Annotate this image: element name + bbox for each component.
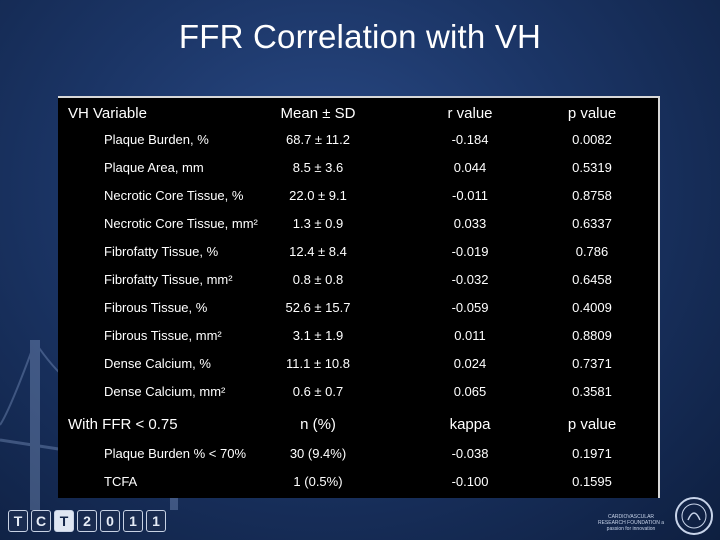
row-label: Plaque Burden, % — [104, 132, 209, 147]
row-p: 0.0082 — [572, 132, 612, 147]
table-row: Fibrous Tissue, % 52.6 ± 15.7 -0.059 0.4… — [58, 296, 658, 320]
row-label: TCFA — [104, 474, 138, 489]
row-p: 0.8758 — [572, 188, 612, 203]
row-p: 0.7371 — [572, 356, 612, 371]
header-with-ffr: With FFR < 0.75 — [68, 416, 178, 433]
table-row: Fibrous Tissue, mm² 3.1 ± 1.9 0.011 0.88… — [58, 324, 658, 348]
logo-letter: T — [54, 510, 74, 532]
row-mean: 1.3 ± 0.9 — [292, 216, 344, 231]
header-mean-sd: Mean ± SD — [280, 105, 356, 122]
row-label: Fibrous Tissue, % — [104, 300, 208, 315]
slide-title: FFR Correlation with VH — [178, 18, 542, 55]
row-mean: 3.1 ± 1.9 — [292, 328, 344, 343]
table-row: Plaque Area, mm 8.5 ± 3.6 0.044 0.5319 — [58, 156, 658, 180]
row-label: Fibrofatty Tissue, mm² — [104, 272, 233, 287]
tct-2011-logo: T C T 2 0 1 1 — [8, 510, 166, 532]
crf-logo-text: CARDIOVASCULAR RESEARCH FOUNDATION a pas… — [597, 514, 665, 532]
row-p: 0.1595 — [572, 474, 612, 489]
logo-letter: T — [8, 510, 28, 532]
row-label: Fibrofatty Tissue, % — [104, 244, 219, 259]
row-p: 0.5319 — [572, 160, 612, 175]
row-n: 30 (9.4%) — [289, 446, 347, 461]
logo-letter: 1 — [146, 510, 166, 532]
crf-logo: CARDIOVASCULAR RESEARCH FOUNDATION a pas… — [595, 496, 720, 540]
row-mean: 68.7 ± 11.2 — [286, 132, 350, 147]
table-row: Fibrofatty Tissue, % 12.4 ± 8.4 -0.019 0… — [58, 240, 658, 264]
crf-seal-icon — [675, 497, 713, 535]
row-kappa: -0.038 — [451, 446, 489, 461]
row-label: Plaque Area, mm — [104, 160, 204, 175]
table-row: Necrotic Core Tissue, % 22.0 ± 9.1 -0.01… — [58, 184, 658, 208]
row-label: Plaque Burden % < 70% — [104, 446, 247, 461]
row-r: -0.059 — [451, 300, 489, 315]
header-kappa: kappa — [449, 416, 491, 433]
vh-header-row: VH Variable Mean ± SD r value p value — [58, 102, 658, 126]
row-label: Necrotic Core Tissue, mm² — [104, 216, 258, 231]
row-r: -0.011 — [452, 188, 488, 203]
row-mean: 12.4 ± 8.4 — [289, 244, 347, 259]
row-r: -0.184 — [451, 132, 489, 147]
row-r: 0.044 — [453, 160, 487, 175]
row-mean: 11.1 ± 10.8 — [286, 356, 350, 371]
logo-letter: 2 — [77, 510, 97, 532]
row-r: 0.024 — [453, 356, 487, 371]
row-p: 0.3581 — [572, 384, 612, 399]
logo-letter: 0 — [100, 510, 120, 532]
header-vh-variable: VH Variable — [68, 105, 147, 122]
row-label: Necrotic Core Tissue, % — [104, 188, 244, 203]
table-row: Necrotic Core Tissue, mm² 1.3 ± 0.9 0.03… — [58, 212, 658, 236]
results-table: VH Variable Mean ± SD r value p value Pl… — [58, 96, 660, 498]
row-n: 1 (0.5%) — [293, 474, 343, 489]
table-row: Dense Calcium, % 11.1 ± 10.8 0.024 0.737… — [58, 352, 658, 376]
row-label: Dense Calcium, mm² — [104, 384, 226, 399]
table-row: Plaque Burden % < 70% 30 (9.4%) -0.038 0… — [58, 442, 658, 466]
row-p: 0.4009 — [572, 300, 612, 315]
row-mean: 52.6 ± 15.7 — [285, 300, 351, 315]
row-r: 0.065 — [453, 384, 487, 399]
row-mean: 8.5 ± 3.6 — [292, 160, 344, 175]
row-label: Dense Calcium, % — [104, 356, 211, 371]
row-r: 0.011 — [454, 328, 486, 343]
table-row: TCFA 1 (0.5%) -0.100 0.1595 — [58, 470, 658, 494]
row-mean: 22.0 ± 9.1 — [289, 188, 347, 203]
header-p-value-2: p value — [567, 416, 617, 433]
header-n-percent: n (%) — [300, 416, 336, 433]
row-r: 0.033 — [453, 216, 487, 231]
table-row: Fibrofatty Tissue, mm² 0.8 ± 0.8 -0.032 … — [58, 268, 658, 292]
row-p: 0.1971 — [572, 446, 612, 461]
table-row: Plaque Burden, % 68.7 ± 11.2 -0.184 0.00… — [58, 128, 658, 152]
row-p: 0.786 — [575, 244, 609, 259]
logo-letter: 1 — [123, 510, 143, 532]
row-r: -0.019 — [451, 244, 489, 259]
ffr-header-row: With FFR < 0.75 n (%) kappa p value — [58, 413, 658, 437]
header-p-value: p value — [567, 105, 617, 122]
row-mean: 0.8 ± 0.8 — [292, 272, 344, 287]
logo-letter: C — [31, 510, 51, 532]
row-label: Fibrous Tissue, mm² — [104, 328, 222, 343]
row-mean: 0.6 ± 0.7 — [292, 384, 344, 399]
table-row: Dense Calcium, mm² 0.6 ± 0.7 0.065 0.358… — [58, 380, 658, 404]
header-r-value: r value — [447, 105, 493, 122]
row-kappa: -0.100 — [451, 474, 489, 489]
row-p: 0.6458 — [572, 272, 612, 287]
row-r: -0.032 — [451, 272, 489, 287]
row-p: 0.6337 — [572, 216, 612, 231]
row-p: 0.8809 — [572, 328, 612, 343]
